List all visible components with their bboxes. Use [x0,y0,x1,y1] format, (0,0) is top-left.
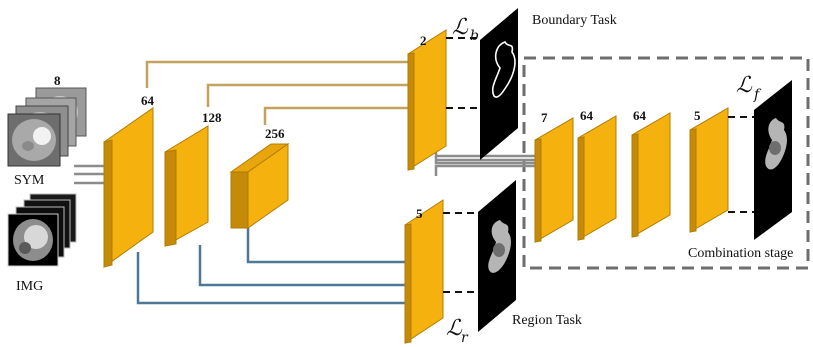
region-output-dashes [443,212,478,293]
encoder-layer-3-channels: 256 [265,126,285,141]
final-loss-symbol: ℒ [736,73,753,98]
boundary-loss-subscript: b [470,28,479,44]
region-output-map [478,180,516,332]
combination-layer-3-channels: 64 [633,108,647,123]
boundary-task-label: Boundary Task [532,13,617,28]
connection-64-to-region [136,252,410,305]
final-output-dashes [728,116,754,213]
boundary-output-map [480,8,518,160]
combination-layer-1 [534,117,574,243]
region-task-layer [404,199,444,344]
region-task-channels: 5 [416,206,423,221]
final-loss-subscript: f [753,87,762,103]
img-label: IMG [16,279,43,294]
sym-channel-count: 8 [54,73,61,88]
connection-128-to-boundary [206,83,412,107]
region-loss-symbol: ℒ [446,316,463,341]
region-to-combination-line [434,164,545,176]
connection-256-to-boundary [263,106,412,125]
combination-output-channels: 5 [694,108,701,123]
sym-input-stack [7,87,87,167]
combination-layer-2 [577,115,617,241]
region-task-label: Region Task [512,313,582,328]
boundary-loss-symbol: ℒ [452,15,469,40]
encoder-layer-2 [164,125,209,247]
boundary-task-layer [407,29,447,171]
connection-64-to-boundary [145,60,412,88]
encoder-layer-1 [103,107,154,268]
combination-output-layer [689,107,729,233]
encoder-layer-3 [229,143,290,229]
boundary-to-combination-line-2 [434,156,545,165]
encoder-layer-2-channels: 128 [202,110,222,125]
boundary-task-channels: 2 [420,33,427,48]
connection-256-to-region [246,228,410,264]
combination-layer-1-channels: 7 [541,110,548,125]
region-loss-subscript: r [461,330,469,346]
combination-stage-label: Combination stage [688,246,793,261]
combination-layer-2-channels: 64 [580,108,594,123]
sym-label: SYM [14,173,45,188]
encoder-to-region-connections [136,228,410,305]
img-input-stack [7,193,77,267]
combination-layer-3 [631,112,671,238]
final-output-map [754,80,792,240]
boundary-output-dashes [446,37,480,109]
encoder-layer-1-channels: 64 [141,93,155,108]
connection-128-to-region [198,245,410,287]
encoder-to-boundary-connections [145,60,412,125]
